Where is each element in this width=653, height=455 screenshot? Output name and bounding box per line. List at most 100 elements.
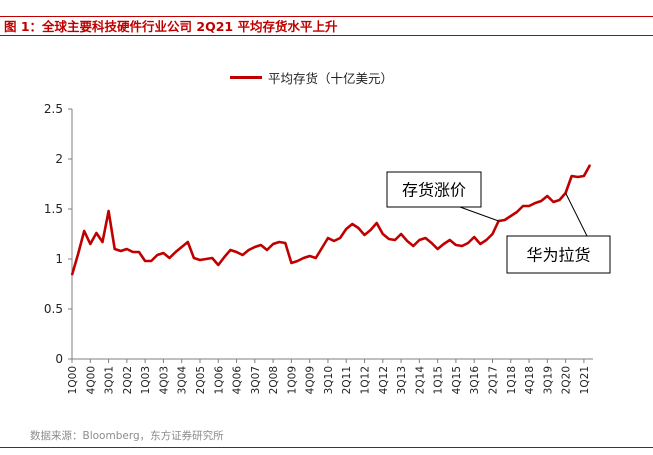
y-tick-label: 2.5	[44, 102, 63, 116]
data-point	[193, 257, 195, 259]
footer-rule	[0, 447, 653, 448]
data-point	[510, 215, 512, 217]
legend-label: 平均存货（十亿美元）	[268, 71, 394, 86]
y-tick-label: 1	[55, 252, 63, 266]
data-point	[345, 228, 347, 230]
data-point	[339, 237, 341, 239]
x-tick-label: 4Q06	[232, 366, 244, 395]
title-top-rule	[0, 16, 653, 17]
data-point	[290, 262, 292, 264]
x-tick-label: 4Q12	[378, 366, 390, 394]
data-point	[443, 243, 445, 245]
x-tick-label: 1Q15	[433, 366, 445, 394]
x-tick-label: 1Q18	[506, 366, 518, 394]
data-point	[461, 245, 463, 247]
data-point	[491, 233, 494, 235]
data-point	[242, 254, 244, 256]
data-point	[89, 243, 91, 245]
y-tick-label: 0	[55, 352, 63, 366]
data-point	[589, 164, 591, 166]
chart-legend: 平均存货（十亿美元）	[230, 68, 393, 87]
data-point	[199, 259, 201, 261]
x-tick-label: 1Q03	[140, 366, 152, 394]
data-point	[351, 223, 353, 225]
x-tick-label: 3Q04	[177, 366, 189, 395]
data-point	[278, 241, 280, 243]
data-point	[376, 222, 378, 224]
data-point	[248, 249, 250, 251]
data-point	[144, 260, 146, 262]
x-tick-label: 2Q11	[341, 366, 353, 394]
data-point	[266, 249, 268, 251]
x-tick-label: 2Q02	[122, 366, 134, 394]
series-line	[70, 164, 592, 276]
data-point	[473, 236, 475, 238]
x-tick-label: 3Q19	[542, 366, 554, 394]
y-tick-label: 2	[55, 152, 63, 166]
data-point	[455, 244, 457, 246]
data-point	[467, 242, 469, 244]
data-point	[558, 199, 561, 201]
annotation-huawei-box	[506, 235, 611, 274]
annotation-huawei-text: 华为拉货	[526, 246, 590, 265]
data-point	[284, 242, 286, 244]
figure-title: 图 1：全球主要科技硬件行业公司 2Q21 平均存货水平上升	[4, 19, 338, 34]
annotation-price-text: 存货涨价	[402, 181, 466, 200]
data-point	[430, 242, 433, 244]
x-tick-label: 3Q01	[104, 366, 116, 394]
data-point	[406, 240, 408, 242]
x-tick-label: 3Q07	[250, 366, 262, 394]
data-point	[522, 205, 524, 207]
data-point	[540, 200, 542, 202]
data-point	[114, 248, 116, 250]
data-point	[327, 237, 329, 239]
data-point	[181, 246, 183, 248]
data-point	[400, 233, 402, 235]
data-point	[333, 240, 335, 242]
x-tick-label: 3Q16	[469, 366, 481, 395]
legend-swatch	[230, 76, 262, 79]
data-point	[107, 210, 110, 212]
data-point	[449, 239, 451, 241]
data-point	[321, 247, 323, 249]
annotation-price-box	[386, 171, 482, 208]
x-tick-label: 1Q00	[67, 366, 79, 394]
x-tick-label: 1Q06	[213, 366, 225, 395]
data-point	[101, 241, 104, 243]
data-point	[150, 260, 152, 262]
data-point	[388, 238, 390, 240]
x-tick-label: 2Q08	[268, 366, 280, 394]
annotation-huawei-leader	[565, 192, 588, 237]
data-point	[418, 239, 420, 241]
data-point	[205, 258, 207, 260]
data-point	[120, 250, 122, 252]
data-point	[424, 237, 427, 239]
data-point	[370, 229, 372, 231]
data-point	[138, 251, 140, 253]
x-tick-label: 3Q13	[396, 366, 408, 394]
data-point	[126, 248, 128, 250]
data-point	[211, 257, 213, 259]
x-tick-label: 2Q05	[195, 366, 207, 394]
x-tick-label: 3Q10	[323, 366, 335, 394]
data-point	[571, 175, 573, 177]
data-point	[175, 251, 177, 253]
data-point	[437, 248, 439, 250]
x-tick-label: 2Q14	[414, 366, 426, 395]
data-point	[552, 201, 555, 203]
data-point	[504, 219, 506, 221]
data-point	[309, 255, 311, 257]
y-tick-label: 1.5	[44, 202, 63, 216]
x-tick-label: 4Q00	[85, 366, 97, 394]
data-point	[394, 239, 396, 241]
data-point	[77, 253, 79, 255]
data-point	[479, 243, 481, 245]
data-point	[71, 274, 73, 276]
data-point	[254, 246, 256, 248]
data-point	[302, 257, 305, 259]
x-tick-label: 4Q15	[451, 366, 463, 394]
x-tick-label: 2Q20	[561, 366, 573, 394]
data-point	[260, 244, 262, 246]
data-point	[235, 251, 238, 253]
y-tick-label: 0.5	[44, 302, 63, 316]
